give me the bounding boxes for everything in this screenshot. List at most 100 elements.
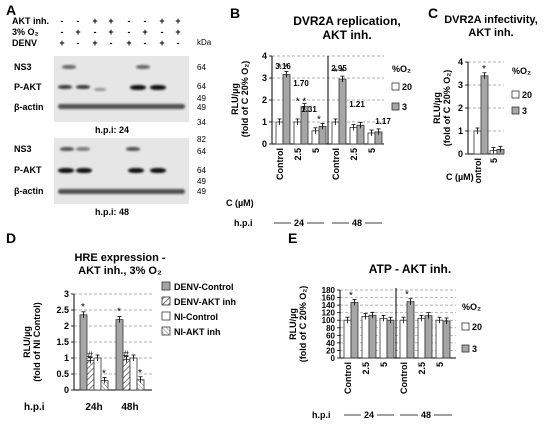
value-annotation: 2.95 <box>331 64 347 73</box>
significance-mark: * <box>117 307 121 318</box>
blot-sign: - <box>143 38 147 48</box>
x-axis-label: C (µM) <box>446 172 474 182</box>
y-tick-label: 20 <box>326 346 335 355</box>
group-label-bg <box>361 408 377 420</box>
significance-mark: * * <box>334 67 345 78</box>
hpi-24-label: h.p.i: 24 <box>95 125 130 135</box>
chart-c: 0 1 2 3 4 RLU/µg(fold of C 20% O₂) Control 5 * %O… <box>432 57 532 184</box>
significance-mark: * * <box>296 97 307 108</box>
x-tick-label: 5 <box>489 158 499 163</box>
y-tick-label: 3 <box>262 73 267 83</box>
significance-mark: * <box>405 290 409 301</box>
blot-sign: - <box>127 16 131 26</box>
bar <box>275 121 284 145</box>
mw-marker: 34 <box>197 118 206 127</box>
panel-c-title-line2: AKT inh. <box>468 27 514 39</box>
bar <box>93 357 102 391</box>
x-tick-label: 5 <box>367 148 377 153</box>
panel-c-title: DVR2A infectivity, AKT inh. <box>432 14 550 40</box>
x-tick-label: Control <box>343 362 353 394</box>
bar <box>331 121 340 145</box>
blot-sign: - <box>127 27 131 37</box>
legend-swatch <box>461 344 470 353</box>
bar <box>115 319 124 391</box>
blot-row-label: DENV <box>12 38 38 48</box>
y-tick-label: 4 <box>458 57 463 67</box>
bar <box>473 130 482 155</box>
western-blot-24h <box>54 56 189 122</box>
chart-b: 0 1 2 3 4 RLU/µg(fold of C 20% O₂) Control 2.5 5… <box>226 51 412 228</box>
blot-sign: - <box>76 38 80 48</box>
y-tick-label: 0 <box>262 139 267 149</box>
y-tick-label: 0 <box>331 354 336 363</box>
blot-sign: + <box>92 16 98 26</box>
x-tick-label: 2.5 <box>361 362 371 375</box>
group-label: 24 <box>294 218 304 228</box>
group-label-bg <box>291 216 307 228</box>
y-tick-label: 0.5 <box>56 369 69 379</box>
panel-b-title-line1: DVR2A replication, <box>293 14 401 28</box>
mw-marker: 49 <box>197 103 206 112</box>
group-axis-label: h.p.i <box>312 410 331 420</box>
mw-marker: 49 <box>197 177 206 186</box>
blot-sign: + <box>75 27 81 37</box>
significance-mark: # <box>87 351 93 362</box>
x-tick-label: 24h <box>85 402 102 413</box>
bar <box>424 315 433 359</box>
blot-sign: - <box>60 27 64 37</box>
blot-sign: + <box>59 38 65 48</box>
legend-label: DENV-Control <box>174 282 234 292</box>
blot-sign: + <box>108 27 114 37</box>
legend-swatch <box>161 296 171 306</box>
legend-label: 3 <box>522 106 527 116</box>
legend-swatch <box>161 281 171 291</box>
y-axis-label: RLU/µg(fold of C 20% O₂) <box>432 70 452 147</box>
y-tick-label: 160 <box>322 294 336 303</box>
significance-mark: # <box>123 350 129 361</box>
western-blot-48h <box>54 138 189 204</box>
y-tick-label: 2 <box>64 321 69 331</box>
panel-a-label: A <box>6 2 17 18</box>
blot-protein-label: β-actin <box>14 102 44 112</box>
panel-b-title-line2: AKT inh. <box>322 28 372 42</box>
chart-d: 0 0.5 1 1.5 2 2.5 3 RLU/µg(fold of NI Control) 2… <box>22 281 236 413</box>
blot-protein-label: P-AKT <box>14 165 42 175</box>
blot-sign: + <box>159 16 165 26</box>
y-tick-label: 1 <box>458 126 463 136</box>
legend-label: NI-Control <box>174 312 218 322</box>
bar <box>343 319 352 359</box>
bar <box>379 317 388 359</box>
y-tick-label: 2 <box>458 103 463 113</box>
blot-sign: + <box>159 38 165 48</box>
blot-protein-label: NS3 <box>14 62 32 72</box>
kda-label: kDa <box>197 38 212 47</box>
mw-marker: 64 <box>197 147 206 156</box>
blot-protein-label: NS3 <box>14 144 32 154</box>
bar <box>338 78 347 145</box>
blot-sign: - <box>160 27 164 37</box>
y-tick-label: 1.5 <box>56 337 69 347</box>
panel-d-title-line1: HRE expression - <box>74 252 166 264</box>
y-tick-label: 2 <box>262 95 267 105</box>
panel-d-title-line2: AKT inh., 3% O₂ <box>78 265 162 277</box>
legend-swatch <box>391 82 400 91</box>
significance-mark: * * <box>278 62 289 73</box>
blot-sign: - <box>76 16 80 26</box>
value-annotation: 1.70 <box>293 79 309 88</box>
hpi-48-label: h.p.i: 48 <box>95 207 130 217</box>
blot-sign: - <box>93 27 97 37</box>
bar <box>435 319 444 359</box>
legend-swatch <box>161 326 171 336</box>
x-tick-label: Control <box>399 362 409 394</box>
bar <box>350 302 359 359</box>
bar <box>399 319 408 359</box>
panel-e-label: E <box>288 230 298 246</box>
bar <box>129 357 138 391</box>
panel-c-label: C <box>428 5 439 21</box>
bar <box>293 121 302 145</box>
mw-marker: 49 <box>197 94 206 103</box>
panel-b-title: DVR2A replication, AKT inh. <box>262 14 432 42</box>
value-annotation: 1.21 <box>349 100 365 109</box>
significance-mark: * <box>102 368 106 379</box>
mw-marker: 64 <box>197 63 206 72</box>
